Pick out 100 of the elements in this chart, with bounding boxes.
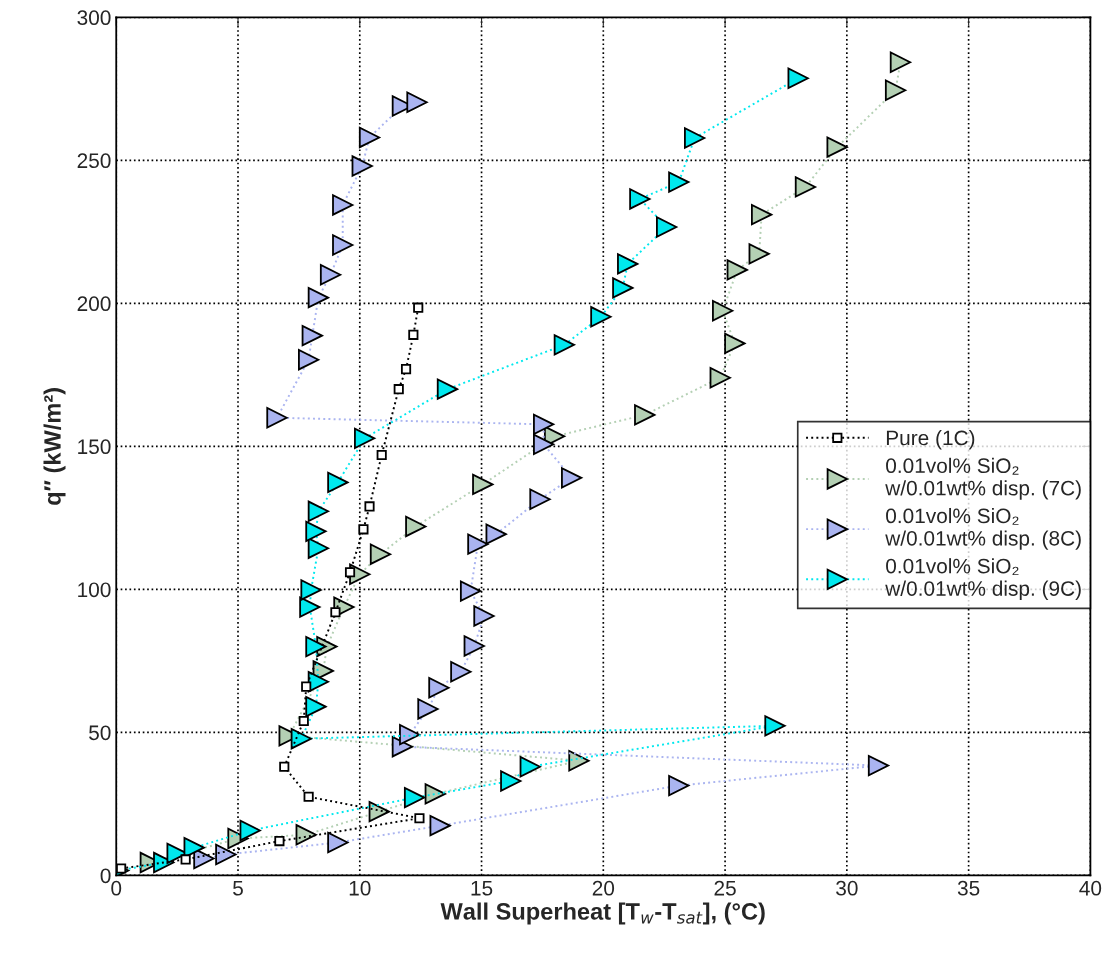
point: [358, 126, 381, 149]
point: [400, 364, 412, 375]
legend-label: 0.01vol% SiO₂ w/0.01wt% disp. (9C): [885, 558, 1081, 601]
point: [787, 67, 809, 89]
point: [180, 854, 191, 865]
point: [656, 216, 678, 238]
point: [307, 537, 330, 559]
legend-label: 0.01vol% SiO₂ w/0.01wt% disp. (8C): [885, 507, 1081, 550]
point: [364, 501, 375, 512]
y-tick-label: 300: [77, 10, 111, 26]
point: [116, 863, 127, 874]
point: [301, 681, 312, 692]
point: [428, 677, 450, 699]
point: [274, 836, 285, 847]
point: [424, 783, 446, 805]
point: [612, 277, 634, 299]
y-tick-label: 250: [77, 153, 111, 169]
legend-label: 0.01vol% SiO₂ w/0.01wt% disp. (7C): [885, 457, 1081, 500]
point: [533, 413, 555, 435]
point: [467, 533, 489, 555]
point: [884, 79, 907, 101]
point: [290, 728, 312, 750]
point: [327, 831, 349, 854]
point: [826, 136, 848, 158]
point: [344, 567, 356, 578]
point: [305, 520, 327, 542]
point: [406, 91, 428, 113]
point: [332, 234, 354, 256]
point: [485, 523, 507, 545]
x-tick-label: 25: [714, 880, 736, 896]
point: [889, 51, 912, 73]
x-tick-label: 0: [111, 880, 122, 896]
point: [354, 427, 376, 449]
point: [417, 698, 439, 720]
point: [590, 306, 612, 328]
point: [429, 815, 451, 837]
point: [351, 155, 373, 177]
point: [327, 471, 349, 494]
point: [472, 473, 494, 496]
y-axis-title: q″ (kW/m²): [43, 388, 66, 505]
point: [668, 774, 690, 797]
point: [319, 264, 342, 286]
point: [712, 300, 734, 322]
point: [561, 467, 583, 489]
x-tick-label: 30: [836, 880, 858, 896]
point: [529, 488, 551, 510]
y-tick-label: 100: [78, 582, 111, 598]
point: [553, 334, 575, 356]
point: [629, 188, 651, 210]
point: [332, 194, 354, 216]
point: [403, 786, 426, 809]
point: [393, 384, 404, 395]
legend-label: Pure (1C): [886, 430, 975, 450]
point: [215, 843, 237, 866]
point: [617, 253, 639, 275]
x-tick-label: 40: [1079, 880, 1102, 896]
point: [305, 696, 327, 718]
point: [414, 813, 425, 824]
point: [299, 596, 321, 618]
point: [307, 500, 330, 522]
point: [709, 367, 731, 389]
point: [303, 791, 314, 802]
y-tick-label: 200: [77, 296, 111, 312]
point: [726, 259, 748, 281]
point: [358, 524, 369, 535]
point: [298, 715, 309, 727]
y-tick-label: 150: [78, 439, 111, 455]
point: [279, 761, 290, 772]
x-tick-label: 20: [592, 880, 615, 896]
point: [391, 736, 414, 758]
x-tick-label: 15: [471, 881, 493, 896]
y-tick-label: 50: [89, 725, 111, 741]
point: [408, 329, 419, 340]
point: [867, 754, 890, 777]
y-tick-label: 0: [100, 868, 111, 884]
point: [794, 176, 817, 198]
point: [239, 819, 261, 842]
point: [668, 171, 690, 193]
point: [684, 127, 706, 149]
point: [300, 579, 322, 601]
point: [405, 515, 427, 538]
point: [519, 756, 541, 778]
point: [459, 580, 482, 602]
point: [376, 449, 387, 461]
x-axis-title: Wall Superheat [T$_{w}$-T$_{sat}$], (°C): [440, 902, 765, 925]
point: [301, 325, 323, 347]
point: [369, 543, 392, 565]
point: [295, 824, 317, 846]
point: [748, 243, 770, 265]
point: [436, 378, 459, 400]
point: [533, 433, 555, 455]
point: [450, 661, 472, 683]
point: [500, 770, 522, 792]
x-tick-label: 10: [349, 880, 371, 896]
point: [307, 287, 330, 309]
point: [724, 332, 746, 355]
point: [634, 404, 656, 426]
point: [305, 635, 327, 658]
x-tick-label: 5: [233, 881, 243, 896]
point: [413, 302, 424, 313]
